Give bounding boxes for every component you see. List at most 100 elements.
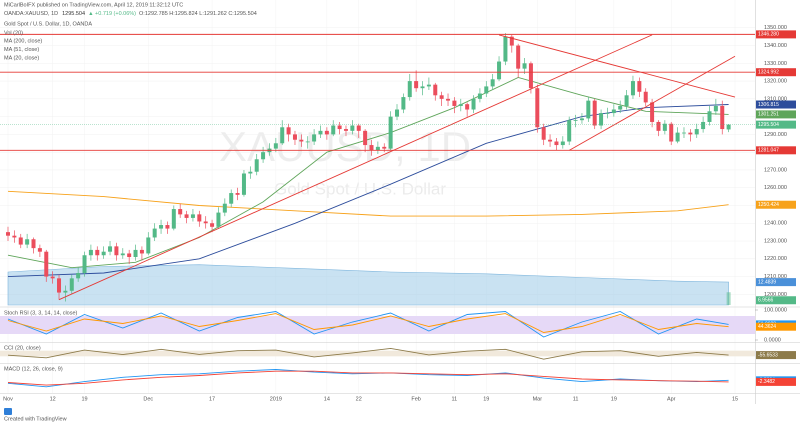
candle-body <box>222 203 227 213</box>
candle-body <box>184 214 189 218</box>
candle-body <box>656 121 661 131</box>
quote: 1295.504 <box>62 11 85 17</box>
price-badge <box>756 68 796 77</box>
candle-body <box>586 100 591 119</box>
candle-body <box>503 36 508 62</box>
indicator-line <box>7 347 729 360</box>
candle-body <box>216 212 221 227</box>
panel-band <box>0 316 755 334</box>
x-tick-label: 11 <box>452 396 458 402</box>
candle-body <box>139 249 144 254</box>
price-badge-label: 1250.424 <box>758 202 779 208</box>
candle-body <box>190 214 195 218</box>
price-badge <box>756 100 796 109</box>
candle-body <box>299 139 304 142</box>
price-badge-label: 1301.251 <box>758 112 779 118</box>
tradingview-logo <box>4 408 12 415</box>
candle-body <box>477 93 482 99</box>
candle-body <box>273 143 278 149</box>
candle-body <box>669 123 674 142</box>
candle-body <box>324 130 329 135</box>
candle-body <box>675 132 680 142</box>
price-badge <box>756 200 796 209</box>
y-tick-label: 1230.000 <box>764 238 787 244</box>
candle-body <box>76 273 81 279</box>
x-tick-label: Apr <box>667 396 676 402</box>
candle-body <box>146 237 151 254</box>
candle-body <box>382 146 387 149</box>
y-tick-label: 1350.000 <box>764 25 787 31</box>
price-badge <box>756 146 796 155</box>
candle-body <box>471 98 476 110</box>
candle-body <box>528 63 533 89</box>
legend-entry: MA (20, close) <box>4 55 39 61</box>
candle-body <box>720 105 725 130</box>
x-tick-label: 14 <box>324 396 330 402</box>
volume-ma-area <box>7 264 729 306</box>
candle-body <box>452 100 457 106</box>
candle-body <box>414 81 419 89</box>
candle-body <box>120 253 125 256</box>
candle-body <box>516 45 521 69</box>
footer: Created with TradingView <box>4 416 67 422</box>
candle-body <box>203 221 208 224</box>
candle-body <box>420 86 425 89</box>
price-badge-label: 44.3624 <box>758 324 776 330</box>
candle-body <box>165 225 170 229</box>
candle-body <box>707 111 712 122</box>
candle-body <box>37 248 42 252</box>
candle-body <box>541 127 546 140</box>
x-tick-label: 15 <box>732 396 738 402</box>
panel-band <box>0 350 755 357</box>
candle-body <box>159 225 164 229</box>
indicator-line <box>7 311 729 338</box>
candle-body <box>548 139 553 142</box>
candle-body <box>592 100 597 126</box>
candle-body <box>643 91 648 103</box>
candle-body <box>484 86 489 94</box>
candle-body <box>312 134 317 142</box>
candle-body <box>694 129 699 135</box>
candle-body <box>688 132 693 135</box>
x-tick-label: 22 <box>356 396 362 402</box>
candle-body <box>133 249 138 258</box>
candle-body <box>152 228 157 238</box>
y-tick-label: 1330.000 <box>764 61 787 67</box>
trendline <box>498 34 736 98</box>
x-tick-label: 19 <box>611 396 617 402</box>
candle-body <box>375 146 380 151</box>
price-badge-label: -55.6533 <box>758 352 778 358</box>
moving-average-line <box>7 190 729 217</box>
candle-body <box>573 120 578 121</box>
candle-body <box>630 81 635 96</box>
change: ▲ +0.719 (+0.06%) <box>88 11 136 17</box>
candle-body <box>88 249 93 256</box>
candle-body <box>567 120 572 142</box>
candle-body <box>31 239 36 249</box>
publisher-line: MiCarlBoIFX published on TradingView.com… <box>4 2 183 8</box>
price-badge-label: 1295.504 <box>758 122 779 128</box>
x-tick-label: 2019 <box>270 396 282 402</box>
price-badge-label: 6.9566 <box>758 298 774 304</box>
ohlc: O:1292.785 H:1295.824 L:1291.262 C:1295.… <box>139 11 257 17</box>
candle-body <box>560 141 565 146</box>
indicator-line <box>7 370 729 386</box>
price-badge-label: -2.3482 <box>758 379 775 385</box>
candle-body <box>605 113 610 114</box>
y-tick-label: 1200.000 <box>764 292 787 298</box>
candle-body <box>337 125 342 130</box>
candle-body <box>439 95 444 99</box>
panel-title: MACD (12, 26, close, 9) <box>4 366 63 372</box>
y-tick-label: 1220.000 <box>764 256 787 262</box>
candle-body <box>350 125 355 131</box>
trendline <box>58 34 653 301</box>
candle-body <box>280 127 285 144</box>
candle-body <box>229 193 234 204</box>
symbol-line: OANDA:XAUUSD, 1D 1295.504 ▲ +0.719 (+0.06%… <box>4 11 257 17</box>
x-tick-label: Dec <box>143 396 153 402</box>
candle-body <box>497 61 502 80</box>
price-badge <box>756 351 796 360</box>
y-tick-label: 1290.000 <box>764 132 787 138</box>
candle-body <box>197 214 202 222</box>
price-badge <box>756 322 796 331</box>
